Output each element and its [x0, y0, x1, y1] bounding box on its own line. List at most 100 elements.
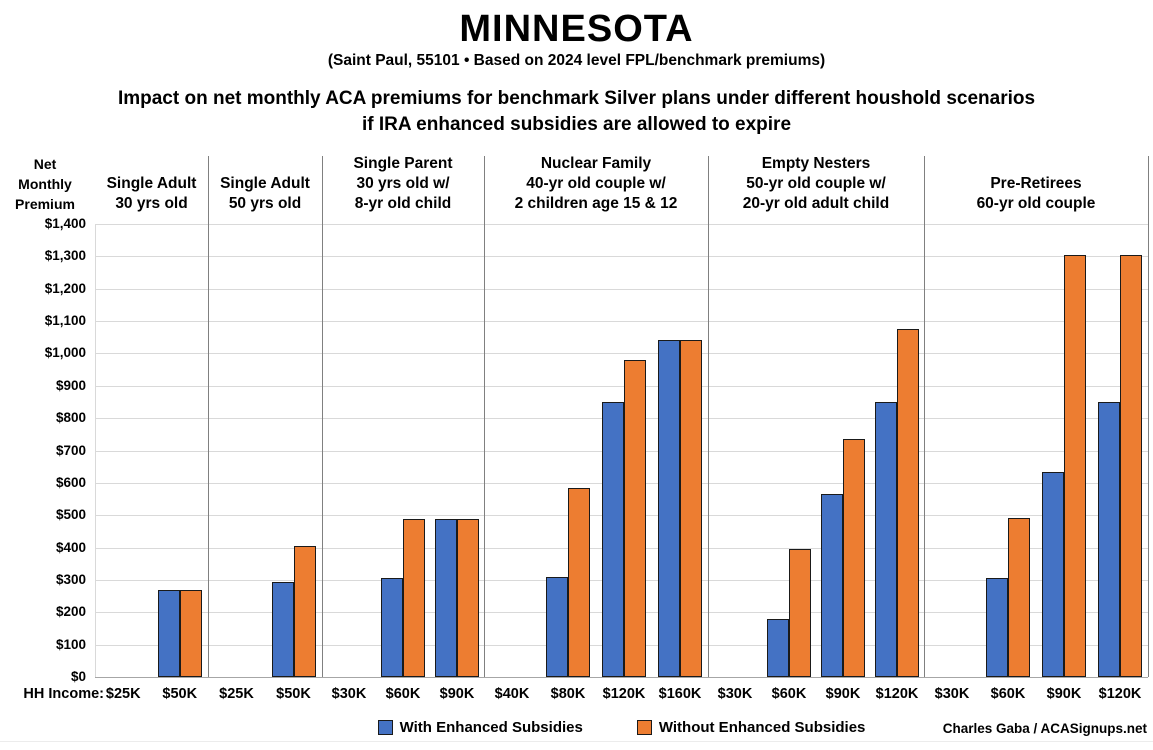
y-tick-label: $1,200 [44, 280, 86, 296]
income-tick-label: $120K [1098, 686, 1142, 702]
group-divider [322, 156, 323, 677]
scenario-header-line: Pre-Retirees [990, 175, 1082, 192]
scenario-header: Empty Nesters 50-yr old couple w/20-yr ol… [708, 150, 924, 214]
income-tick-label: $160K [658, 686, 702, 702]
bar-with-enhanced-subsidies [875, 401, 897, 677]
income-tick-label: $25K [219, 686, 254, 702]
plot-right-border [1148, 156, 1149, 677]
income-tick-label: $60K [990, 686, 1026, 702]
scenario-header-line: 60-yr old couple [976, 195, 1096, 212]
chart-title: MINNESOTA [459, 8, 694, 50]
group-divider [708, 156, 709, 677]
bar-with-enhanced-subsidies [986, 578, 1008, 677]
legend-swatch-without-enhanced-icon [636, 720, 652, 735]
bar-without-enhanced-subsidies [680, 339, 702, 677]
legend-label-with-enhanced: With Enhanced Subsidies [399, 719, 583, 736]
bar-without-enhanced-subsidies [843, 439, 865, 677]
bar-without-enhanced-subsidies [897, 329, 919, 677]
legend-item-without-enhanced: Without Enhanced Subsidies [636, 719, 866, 736]
group-divider [924, 156, 925, 677]
scenario-header-line: 50 yrs old [228, 195, 302, 212]
bar-with-enhanced-subsidies [1098, 401, 1120, 677]
scenario-header-line: 30 yrs old w/ [356, 175, 450, 192]
chart-legend: With Enhanced Subsidies Without Enhanced… [95, 719, 1148, 736]
hh-income-axis-label: HH Income: [23, 686, 104, 702]
scenario-header-line: Single Adult [220, 175, 310, 192]
y-tick-label: $1,000 [44, 345, 86, 361]
income-tick-label: $25K [105, 686, 141, 702]
grid-line [95, 224, 1148, 225]
bar-without-enhanced-subsidies [789, 549, 811, 677]
grid-line [95, 288, 1148, 290]
y-axis-title-line: Net [33, 156, 57, 172]
bar-without-enhanced-subsidies [457, 519, 479, 677]
income-tick-label: $30K [331, 686, 367, 702]
scenario-header-line: 2 children age 15 & 12 [514, 195, 678, 212]
chart-description: Impact on net monthly ACA premiums for b… [0, 86, 1153, 138]
group-divider [484, 156, 485, 677]
scenario-header-line: 20-yr old adult child [742, 195, 890, 212]
y-tick-label: $1,400 [44, 216, 86, 231]
y-axis-title-line: Monthly [18, 176, 72, 192]
grid-line [95, 677, 1148, 678]
income-tick-label: $120K [875, 686, 919, 702]
scenario-header-line: Empty Nesters [761, 155, 871, 172]
bar-with-enhanced-subsidies [271, 581, 294, 677]
bar-without-enhanced-subsidies [403, 519, 425, 677]
bar-with-enhanced-subsidies [546, 576, 568, 677]
chart-description-line2: if IRA enhanced subsidies are allowed to… [361, 114, 792, 135]
income-tick-label: $50K [162, 686, 198, 702]
income-tick-label: $120K [602, 686, 646, 702]
bottom-edge-divider [0, 741, 1153, 742]
bar-without-enhanced-subsidies [568, 487, 590, 677]
income-tick-label: $60K [771, 686, 807, 702]
income-tick-label: $50K [276, 686, 311, 702]
income-tick-label: $80K [550, 686, 586, 702]
legend-label-without-enhanced: Without Enhanced Subsidies [658, 719, 866, 736]
scenario-header: Single Adult 50 yrs old [208, 150, 322, 214]
bar-with-enhanced-subsidies [767, 618, 789, 677]
y-tick-label: $600 [55, 474, 86, 490]
scenario-header: Single Adult 30 yrs old [95, 150, 208, 214]
y-axis-title: Net Monthly Premium [0, 150, 90, 214]
scenario-header-line: 50-yr old couple w/ [746, 175, 886, 192]
income-tick-label: $90K [1046, 686, 1082, 702]
y-tick-label: $200 [55, 604, 86, 620]
author-credit: Charles Gaba / ACASignups.net [942, 721, 1147, 736]
y-tick-label: $300 [55, 571, 86, 587]
bar-without-enhanced-subsidies [179, 589, 202, 677]
scenario-header: Nuclear Family 40-yr old couple w/2 child… [484, 150, 708, 214]
y-tick-label: $800 [55, 410, 86, 426]
income-tick-label: $30K [717, 686, 753, 702]
income-tick-label: $60K [385, 686, 421, 702]
scenario-header-line: Single Parent [353, 155, 453, 172]
y-tick-label: $900 [55, 377, 86, 393]
grid-line [95, 321, 1148, 323]
bar-without-enhanced-subsidies [1120, 254, 1142, 677]
scenario-header-line: Nuclear Family [540, 155, 652, 172]
scenario-header-line: Single Adult [106, 175, 197, 192]
bar-with-enhanced-subsidies [602, 401, 624, 677]
y-tick-label: $700 [55, 442, 86, 458]
y-tick-label: $500 [55, 507, 86, 523]
bar-without-enhanced-subsidies [624, 359, 646, 677]
scenario-header-line: 30 yrs old [115, 195, 188, 212]
bar-with-enhanced-subsidies [1042, 471, 1064, 677]
grid-line [95, 385, 1148, 387]
scenario-header-line: 40-yr old couple w/ [526, 175, 666, 192]
bar-without-enhanced-subsidies [1064, 254, 1086, 677]
legend-swatch-with-enhanced-icon [377, 720, 393, 735]
chart-description-line1: Impact on net monthly ACA premiums for b… [117, 88, 1036, 109]
y-tick-label: $400 [55, 539, 86, 555]
scenario-header-line: 8-yr old child [354, 195, 452, 212]
y-tick-label: $100 [55, 636, 86, 652]
income-tick-label: $90K [439, 686, 475, 702]
grid-line [95, 353, 1148, 355]
income-tick-label: $40K [494, 686, 530, 702]
group-divider [208, 156, 209, 677]
scenario-header: Single Parent 30 yrs old w/8-yr old child [322, 150, 484, 214]
y-tick-label: $1,100 [44, 313, 86, 329]
chart-subtitle: (Saint Paul, 55101 • Based on 2024 level… [327, 52, 826, 69]
income-tick-label: $30K [934, 686, 970, 702]
bar-with-enhanced-subsidies [435, 519, 457, 677]
